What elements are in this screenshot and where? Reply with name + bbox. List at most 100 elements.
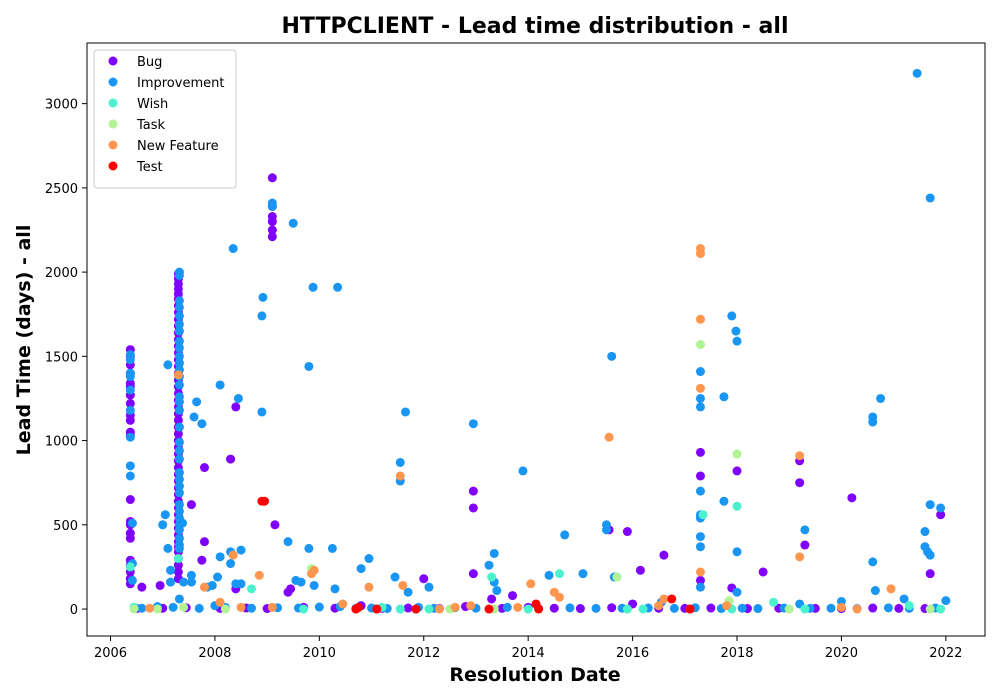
point-bug (695, 447, 705, 457)
point-bug (199, 463, 209, 473)
point-test (353, 602, 363, 612)
point-improvement (215, 552, 225, 562)
point-improvement (283, 537, 293, 547)
point-improvement (197, 419, 207, 429)
point-improvement (695, 393, 705, 403)
point-improvement (876, 393, 886, 403)
legend-marker-new-feature (108, 140, 118, 150)
point-improvement (258, 292, 268, 302)
point-bug (508, 591, 518, 601)
legend: Bug Improvement Wish Task New Feature Test (93, 49, 237, 189)
point-improvement (233, 393, 243, 403)
point-bug (125, 399, 135, 409)
point-improvement (737, 603, 747, 613)
point-improvement (174, 454, 184, 464)
point-task (129, 604, 139, 614)
point-new-feature (886, 584, 896, 594)
point-improvement (226, 559, 236, 569)
point-wish (554, 569, 564, 579)
point-improvement (174, 481, 184, 491)
point-improvement (189, 412, 199, 422)
point-improvement (174, 500, 184, 510)
point-improvement (330, 584, 340, 594)
point-improvement (194, 603, 204, 613)
point-improvement (403, 587, 413, 597)
x-tick-label: 2012 (407, 646, 440, 661)
point-bug (267, 232, 277, 242)
point-improvement (308, 282, 318, 292)
legend-label-wish: Wish (137, 97, 168, 112)
point-improvement (174, 488, 184, 498)
point-improvement (160, 510, 170, 520)
point-bug (635, 565, 645, 575)
point-new-feature (398, 580, 408, 590)
point-bug (468, 569, 478, 579)
point-new-feature (722, 601, 732, 611)
point-new-feature (836, 602, 846, 612)
point-improvement (484, 560, 494, 570)
x-axis: 2006 2008 2010 2012 2014 2016 2018 2020 2022 (94, 636, 962, 661)
point-bug (732, 466, 742, 476)
point-improvement (390, 572, 400, 582)
point-bug (403, 603, 413, 613)
point-improvement (695, 486, 705, 496)
point-improvement (174, 405, 184, 415)
point-new-feature (228, 550, 238, 560)
point-improvement (174, 468, 184, 478)
point-test (534, 604, 544, 614)
point-bug (659, 550, 669, 560)
point-improvement (356, 564, 366, 574)
point-improvement (296, 577, 306, 587)
legend-label-new-feature: New Feature (137, 139, 219, 154)
y-tick-label: 1500 (45, 350, 78, 365)
point-improvement (400, 407, 410, 417)
point-bug (270, 520, 280, 530)
point-improvement (174, 437, 184, 447)
point-improvement (309, 580, 319, 590)
point-task (179, 602, 189, 612)
point-improvement (163, 360, 173, 370)
point-improvement (174, 594, 184, 604)
point-improvement (899, 594, 909, 604)
point-improvement (228, 244, 238, 254)
point-improvement (125, 355, 135, 365)
x-tick-label: 2016 (616, 646, 649, 661)
point-improvement (920, 527, 930, 537)
point-wish (622, 604, 632, 614)
legend-box (93, 49, 237, 189)
plot-frame (86, 42, 986, 637)
point-improvement (314, 602, 324, 612)
point-bug (173, 567, 183, 577)
point-improvement (925, 550, 935, 560)
point-improvement (125, 461, 135, 471)
legend-marker-wish (108, 98, 118, 108)
point-improvement (174, 311, 184, 321)
point-bug (125, 415, 135, 425)
point-new-feature (254, 570, 264, 580)
point-new-feature (695, 567, 705, 577)
point-improvement (333, 282, 343, 292)
point-new-feature (513, 602, 523, 612)
point-improvement (304, 543, 314, 553)
point-improvement (936, 503, 946, 513)
point-improvement (174, 351, 184, 361)
point-improvement (868, 417, 878, 427)
point-improvement (186, 577, 196, 587)
point-bug (173, 560, 183, 570)
x-tick-label: 2008 (198, 646, 231, 661)
point-improvement (601, 525, 611, 535)
point-bug (795, 478, 805, 488)
y-tick-label: 0 (70, 603, 78, 618)
point-improvement (174, 422, 184, 432)
point-improvement (127, 518, 137, 528)
point-wish (732, 501, 742, 511)
point-bug (936, 510, 946, 520)
point-bug (197, 555, 207, 565)
point-bug (419, 574, 429, 584)
point-improvement (695, 532, 705, 542)
point-wish (395, 604, 405, 614)
point-improvement (174, 380, 184, 390)
point-bug (800, 540, 810, 550)
point-improvement (174, 336, 184, 346)
